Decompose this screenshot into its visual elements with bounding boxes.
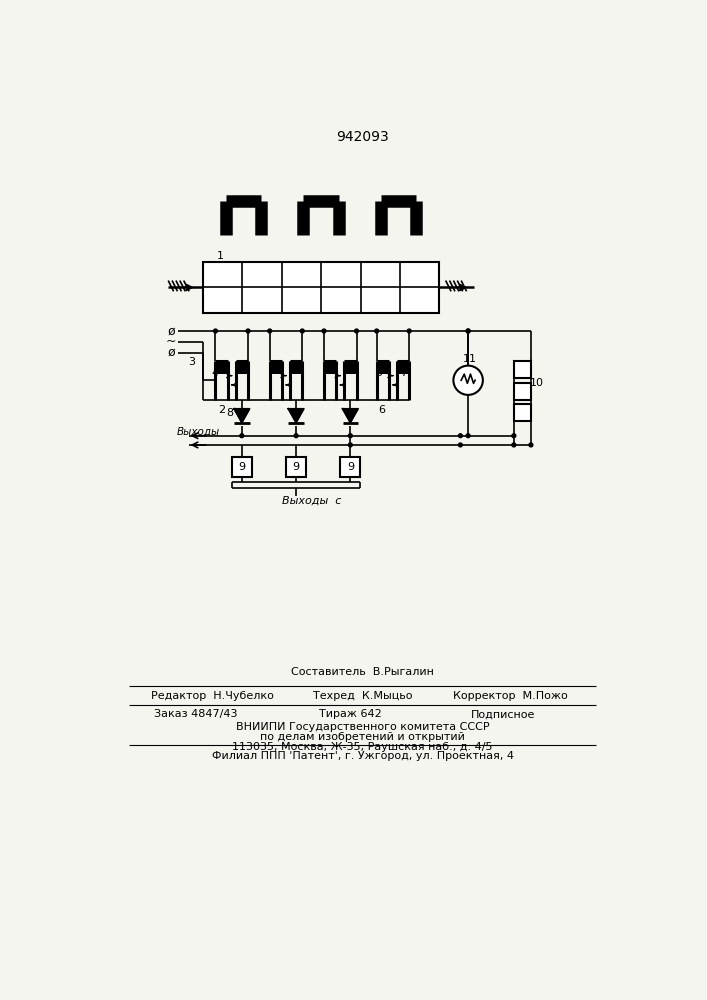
Bar	[216, 361, 228, 374]
Bar	[325, 361, 336, 374]
Bar	[397, 361, 409, 374]
Text: Выходы  с: Выходы с	[282, 496, 341, 506]
Text: Филиал ППП 'Патент', г. Ужгород, ул. Проектная, 4: Филиал ППП 'Патент', г. Ужгород, ул. Про…	[211, 751, 514, 761]
Bar	[236, 361, 247, 374]
Circle shape	[246, 329, 250, 333]
Text: 2: 2	[218, 405, 226, 415]
Circle shape	[529, 443, 533, 447]
Circle shape	[407, 329, 411, 333]
Text: 113035, Москва, Ж-35, Раушская наб., д. 4/5: 113035, Москва, Ж-35, Раушская наб., д. …	[233, 742, 493, 752]
Bar	[203, 262, 440, 312]
Circle shape	[268, 329, 271, 333]
Circle shape	[458, 443, 462, 447]
Text: Выходы: Выходы	[177, 427, 220, 437]
Circle shape	[322, 329, 326, 333]
Bar	[291, 361, 302, 374]
Text: по делам изобретений и открытий: по делам изобретений и открытий	[260, 732, 465, 742]
Bar	[377, 361, 389, 374]
Text: ø: ø	[168, 324, 175, 337]
Circle shape	[294, 434, 298, 438]
Text: ВНИИПИ Государственного комитета СССР: ВНИИПИ Государственного комитета СССР	[236, 722, 489, 732]
Polygon shape	[288, 409, 304, 423]
Text: 9: 9	[293, 462, 300, 472]
Bar	[286, 457, 306, 477]
Circle shape	[466, 329, 470, 333]
Bar	[270, 361, 281, 374]
Text: Заказ 4847/43: Заказ 4847/43	[153, 709, 237, 719]
Text: 4: 4	[211, 368, 218, 378]
Text: 1: 1	[216, 251, 223, 261]
Text: 10: 10	[530, 378, 544, 388]
Text: 3: 3	[188, 357, 195, 367]
Circle shape	[512, 443, 516, 447]
Text: Составитель  В.Рыгалин: Составитель В.Рыгалин	[291, 667, 434, 677]
Bar	[514, 361, 531, 378]
Bar	[514, 404, 531, 421]
Text: 9: 9	[346, 462, 354, 472]
Bar	[344, 361, 356, 374]
Circle shape	[453, 366, 483, 395]
Text: 5: 5	[375, 368, 382, 378]
Text: ~: ~	[166, 335, 177, 348]
Text: Редактор  Н.Чубелко: Редактор Н.Чубелко	[151, 691, 274, 701]
Text: 8: 8	[227, 408, 234, 418]
Polygon shape	[343, 409, 358, 423]
Bar	[340, 457, 361, 477]
Bar	[514, 383, 531, 400]
Text: Подписное: Подписное	[471, 709, 535, 719]
Text: ø: ø	[168, 346, 175, 359]
Text: 6: 6	[378, 405, 385, 415]
Text: 11: 11	[462, 354, 477, 364]
Circle shape	[349, 443, 352, 447]
Bar	[232, 457, 252, 477]
Text: 7: 7	[400, 368, 407, 378]
Circle shape	[214, 329, 218, 333]
Text: Техред  К.Мыцьо: Техред К.Мыцьо	[313, 691, 412, 701]
Text: 942093: 942093	[337, 130, 389, 144]
Text: Тираж 642: Тираж 642	[319, 709, 382, 719]
Circle shape	[355, 329, 358, 333]
Circle shape	[300, 329, 304, 333]
Circle shape	[240, 434, 244, 438]
Text: 9: 9	[238, 462, 245, 472]
Circle shape	[458, 434, 462, 438]
Circle shape	[466, 434, 470, 438]
Polygon shape	[234, 409, 250, 423]
Circle shape	[466, 329, 470, 333]
Text: Корректор  М.Пожо: Корректор М.Пожо	[453, 691, 568, 701]
Circle shape	[375, 329, 379, 333]
Circle shape	[512, 434, 516, 438]
Circle shape	[349, 434, 352, 438]
